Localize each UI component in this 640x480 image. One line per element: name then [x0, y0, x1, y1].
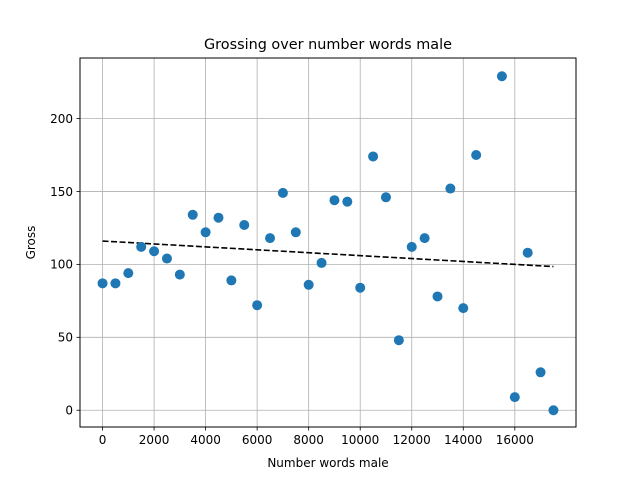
- data-point: [329, 195, 340, 206]
- data-point: [316, 257, 327, 268]
- data-point: [265, 233, 276, 244]
- data-point: [226, 275, 237, 286]
- data-point: [432, 291, 443, 302]
- plot-area-frame: [79, 57, 577, 428]
- data-point: [187, 209, 198, 220]
- data-point: [393, 335, 404, 346]
- y-axis-label: Gross: [24, 226, 38, 260]
- trendline-layer: [102, 240, 554, 268]
- trendline: [102, 240, 554, 268]
- grid-lines: [80, 58, 576, 427]
- data-point: [213, 212, 224, 223]
- data-point: [445, 183, 456, 194]
- data-point: [174, 269, 185, 280]
- x-tick-label: 8000: [293, 433, 324, 447]
- y-tick-label: 0: [65, 404, 73, 418]
- y-tick-label: 100: [50, 258, 73, 272]
- data-point: [496, 71, 507, 82]
- x-tick-label: 14000: [444, 433, 482, 447]
- data-point: [522, 247, 533, 258]
- y-axis-ticks: 0 50 100 150 200: [50, 112, 80, 418]
- x-tick-label: 4000: [190, 433, 221, 447]
- data-point: [97, 278, 108, 289]
- data-point: [303, 279, 314, 290]
- data-points: [97, 71, 559, 416]
- data-point: [161, 253, 172, 264]
- data-point: [149, 246, 160, 257]
- data-point: [110, 278, 121, 289]
- data-point: [355, 282, 366, 293]
- data-point: [290, 227, 301, 238]
- data-point: [342, 196, 353, 207]
- x-tick-label: 0: [99, 433, 107, 447]
- y-tick-label: 200: [50, 112, 73, 126]
- data-point: [368, 151, 379, 162]
- x-axis-ticks: 0 2000 4000 6000 8000 10000 12000 14000 16000: [99, 427, 534, 447]
- data-point: [277, 187, 288, 198]
- data-point: [380, 192, 391, 203]
- data-point: [123, 268, 134, 279]
- y-tick-label: 50: [58, 331, 73, 345]
- data-point: [239, 219, 250, 230]
- data-point: [548, 405, 559, 416]
- data-point: [406, 241, 417, 252]
- data-point: [535, 367, 546, 378]
- y-tick-label: 150: [50, 185, 73, 199]
- chart-title: Grossing over number words male: [204, 37, 452, 53]
- x-tick-label: 2000: [139, 433, 170, 447]
- data-point: [252, 300, 263, 311]
- x-tick-label: 6000: [242, 433, 273, 447]
- x-tick-label: 10000: [341, 433, 379, 447]
- data-point: [136, 241, 147, 252]
- data-point: [200, 227, 211, 238]
- data-point: [509, 392, 520, 403]
- x-tick-label: 16000: [496, 433, 534, 447]
- data-point: [419, 233, 430, 244]
- x-tick-label: 12000: [393, 433, 431, 447]
- data-point: [458, 303, 469, 314]
- data-point: [471, 149, 482, 160]
- x-axis-label: Number words male: [267, 456, 388, 470]
